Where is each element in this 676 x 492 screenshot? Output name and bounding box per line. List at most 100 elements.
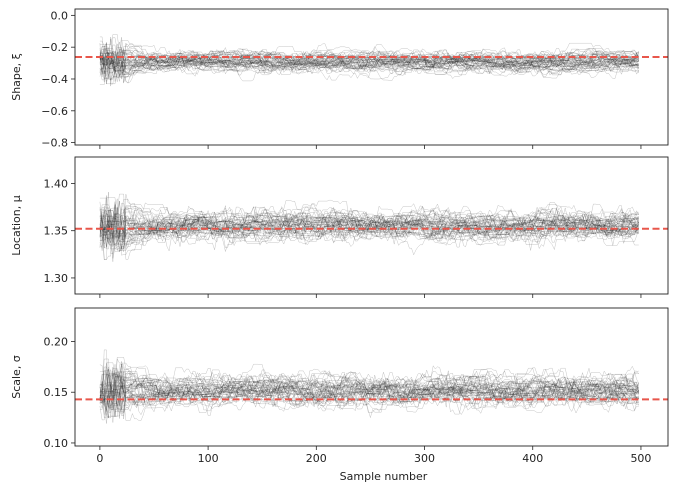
scale-walker-trace bbox=[99, 367, 639, 412]
scale-y-tick-label: 0.15 bbox=[44, 386, 69, 399]
scale-walker-trace bbox=[99, 363, 639, 413]
shape-walker-trace bbox=[99, 37, 639, 83]
shape-walker-trace bbox=[99, 52, 639, 84]
panel-location: 1.40 1.35 1.30 Location, μ bbox=[10, 156, 669, 298]
scale-walker-trace bbox=[99, 370, 639, 408]
shape-walker-trace bbox=[99, 44, 640, 85]
location-walker-trace bbox=[99, 206, 639, 250]
scale-y-tick-label: 0.20 bbox=[44, 335, 69, 348]
scale-walker-trace bbox=[99, 370, 639, 419]
shape-walker-trace bbox=[99, 48, 639, 79]
scale-walker-trace bbox=[99, 364, 639, 408]
shape-walker-trace bbox=[99, 49, 639, 77]
shape-walker-trace bbox=[99, 44, 640, 76]
scale-walker-trace bbox=[99, 364, 639, 421]
shape-axes-frame bbox=[74, 8, 669, 146]
location-walker-trace bbox=[99, 203, 639, 245]
scale-walker-trace bbox=[99, 371, 639, 419]
shape-walker-trace bbox=[99, 51, 639, 81]
shape-y-tick-label: −0.2 bbox=[41, 41, 68, 54]
scale-walker-trace bbox=[99, 374, 639, 410]
location-walker-trace bbox=[99, 206, 639, 246]
shape-walker-trace bbox=[99, 42, 640, 81]
shape-walker-trace bbox=[99, 51, 639, 72]
shape-walker-traces bbox=[99, 34, 640, 87]
scale-walker-trace bbox=[99, 362, 639, 406]
scale-walker-traces bbox=[99, 349, 640, 424]
scale-walker-trace bbox=[99, 367, 640, 406]
shape-walker-trace bbox=[99, 49, 639, 77]
location-walker-trace bbox=[99, 199, 640, 245]
panel-shape: 0.0 −0.2 −0.4 −0.6 −0.8 Shape, ξ bbox=[10, 8, 669, 150]
shape-walker-trace bbox=[99, 48, 639, 75]
shape-walker-trace bbox=[99, 40, 639, 77]
x-tick-label: 500 bbox=[630, 452, 651, 465]
location-walker-trace bbox=[99, 201, 639, 246]
scale-walker-trace bbox=[99, 361, 639, 416]
location-walker-trace bbox=[99, 205, 640, 246]
shape-walker-trace bbox=[99, 50, 639, 77]
location-walker-trace bbox=[99, 203, 639, 244]
scale-walker-trace bbox=[99, 371, 640, 410]
scale-walker-trace bbox=[99, 369, 639, 424]
shape-walker-trace bbox=[99, 43, 639, 70]
location-walker-trace bbox=[99, 197, 639, 246]
scale-walker-trace bbox=[99, 369, 639, 406]
scale-y-axis-label: Scale, σ bbox=[10, 355, 23, 399]
scale-walker-trace bbox=[99, 371, 639, 408]
scale-walker-trace bbox=[99, 371, 640, 419]
location-walker-trace bbox=[99, 192, 639, 243]
location-walker-trace bbox=[99, 202, 639, 251]
scale-walker-trace bbox=[99, 374, 640, 413]
location-walker-trace bbox=[99, 208, 639, 249]
panel-scale: 0.20 0.15 0.10 0 100 200 300 400 500 Scale, σ bbox=[10, 307, 669, 465]
scale-walker-trace bbox=[99, 369, 639, 416]
scale-walker-trace bbox=[99, 368, 639, 413]
location-walker-trace bbox=[99, 211, 639, 246]
scale-walker-trace bbox=[99, 368, 639, 419]
shape-walker-trace bbox=[99, 50, 639, 80]
shape-walker-trace bbox=[99, 43, 639, 77]
location-y-axis-label: Location, μ bbox=[10, 195, 23, 256]
location-walker-trace bbox=[99, 205, 639, 254]
x-tick-label: 100 bbox=[198, 452, 219, 465]
location-walker-trace bbox=[99, 208, 639, 249]
location-walker-trace bbox=[99, 205, 639, 243]
scale-walker-trace bbox=[99, 373, 639, 412]
shape-y-tick-label: −0.4 bbox=[41, 73, 68, 86]
scale-walker-trace bbox=[99, 349, 640, 408]
shape-walker-trace bbox=[99, 50, 639, 77]
shape-walker-trace bbox=[99, 48, 639, 74]
location-y-tick-label: 1.40 bbox=[44, 177, 69, 190]
shape-ticks: 0.0 −0.2 −0.4 −0.6 −0.8 bbox=[41, 9, 642, 150]
scale-walker-trace bbox=[99, 368, 639, 421]
location-walker-trace bbox=[99, 208, 640, 247]
shape-walker-trace bbox=[99, 47, 639, 79]
shape-walker-trace bbox=[99, 37, 639, 82]
shape-walker-trace bbox=[99, 42, 639, 76]
scale-walker-trace bbox=[99, 357, 639, 414]
shape-walker-trace bbox=[99, 50, 639, 74]
shape-walker-trace bbox=[99, 48, 639, 79]
location-walker-trace bbox=[99, 206, 639, 262]
shape-walker-trace bbox=[99, 50, 639, 77]
location-axes-frame bbox=[74, 156, 669, 295]
scale-walker-trace bbox=[99, 364, 639, 412]
location-walker-trace bbox=[99, 202, 639, 251]
scale-walker-trace bbox=[99, 367, 639, 410]
scale-walker-trace bbox=[99, 358, 640, 410]
scale-walker-trace bbox=[99, 369, 639, 420]
shape-y-tick-label: 0.0 bbox=[51, 9, 69, 22]
x-tick-label: 0 bbox=[96, 452, 103, 465]
shape-walker-trace bbox=[99, 41, 639, 81]
shape-y-axis-label: Shape, ξ bbox=[10, 53, 23, 101]
shape-walker-trace bbox=[99, 48, 639, 80]
location-walker-trace bbox=[99, 197, 639, 249]
scale-walker-trace bbox=[99, 374, 639, 406]
location-walker-trace bbox=[99, 205, 639, 250]
shape-walker-trace bbox=[99, 48, 639, 76]
shape-walker-trace bbox=[99, 42, 639, 80]
shape-walker-trace bbox=[99, 49, 639, 78]
location-walker-traces bbox=[99, 192, 640, 262]
shape-walker-trace bbox=[99, 49, 639, 79]
